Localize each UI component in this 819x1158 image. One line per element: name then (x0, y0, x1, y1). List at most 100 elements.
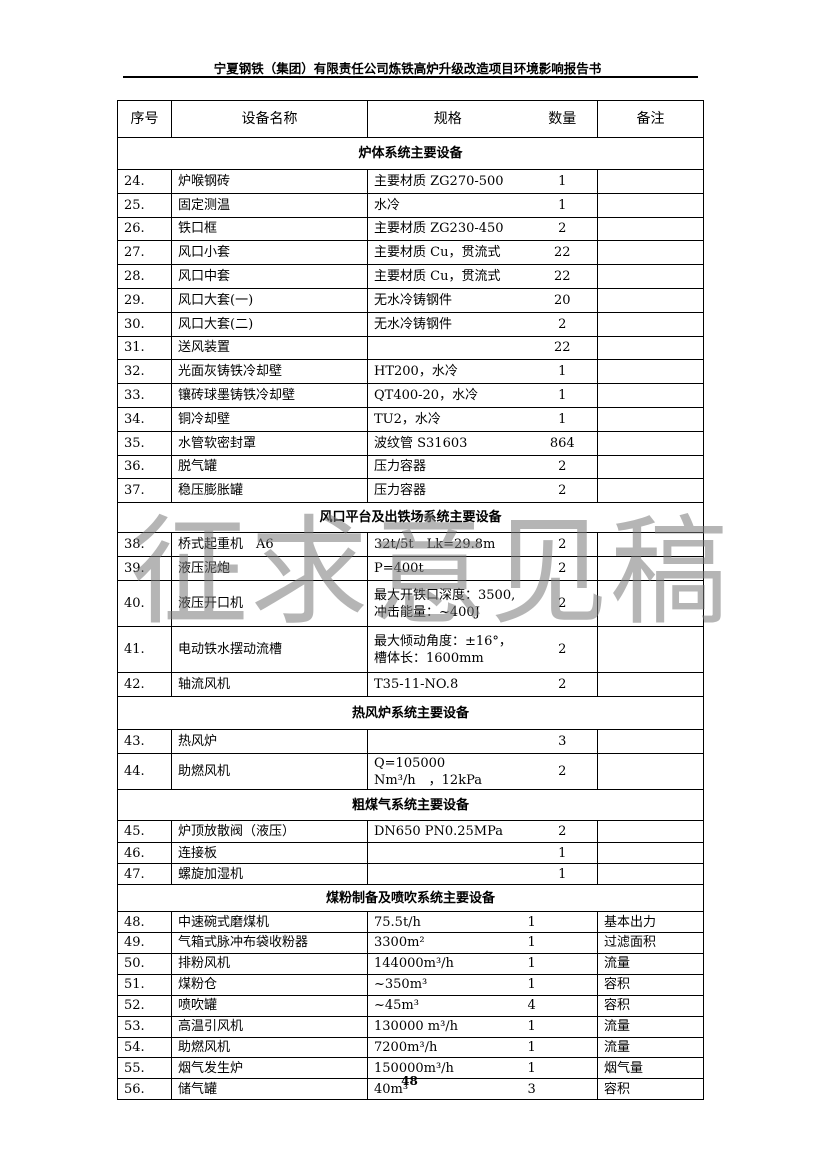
table-row: 26. 铁口框 主要材质 ZG230-450 2 (117, 216, 704, 242)
specification: Q=105000 Nm³/h ，12kPa (367, 753, 528, 791)
row-index: 24. (117, 169, 172, 194)
section-header-row: 粗煤气系统主要设备 (117, 789, 704, 822)
col-header-index: 序号 (117, 100, 172, 138)
row-index: 38. (117, 532, 172, 558)
table-row: 51. 煤粉仓 ~350m³ 1 容积 (117, 973, 704, 996)
table-row: 56. 储气罐 40m³ 3 容积 (117, 1078, 704, 1101)
page-number: 48 (401, 1074, 418, 1088)
equipment-name: 排粉风机 (171, 952, 368, 975)
specification: 主要材质 ZG270-500 (367, 169, 528, 194)
specification: HT200，水冷 (367, 359, 528, 385)
specification: 压力容器 (367, 478, 528, 504)
equipment-name: 水管软密封罩 (171, 430, 368, 456)
section-header-row: 热风炉系统主要设备 (117, 696, 704, 731)
row-index: 43. (117, 729, 172, 755)
equipment-name: 固定测温 (171, 192, 368, 218)
table-row: 30. 风口大套(二) 无水冷铸钢件 2 (117, 311, 704, 337)
section-title: 热风炉系统主要设备 (117, 696, 704, 731)
quantity: 2 (527, 454, 598, 480)
remark (597, 406, 704, 432)
specification: P=400t (367, 556, 528, 582)
row-index: 51. (117, 973, 172, 996)
remark (597, 478, 704, 504)
col-header-qty: 数量 (527, 100, 598, 138)
quantity: 2 (527, 532, 598, 558)
row-index: 45. (117, 820, 172, 844)
header-rule (123, 76, 698, 78)
specification: 波纹管 S31603 (367, 430, 528, 456)
remark (597, 672, 704, 698)
quantity: 22 (527, 264, 598, 289)
remark (597, 240, 704, 266)
remark (597, 753, 704, 791)
equipment-name: 桥式起重机 A6 (171, 532, 368, 558)
section-header-row: 风口平台及出铁场系统主要设备 (117, 502, 704, 534)
equipment-name: 中速碗式磨煤机 (171, 911, 368, 934)
specification (367, 729, 528, 755)
equipment-name: 风口大套(二) (171, 311, 368, 337)
specification: 40m³ (367, 1078, 528, 1101)
document-header-title: 宁夏钢铁（集团）有限责任公司炼铁高炉升级改造项目环境影响报告书 (213, 61, 602, 76)
row-index: 48. (117, 911, 172, 934)
quantity: 1 (527, 192, 598, 218)
remark (597, 383, 704, 408)
table-row: 46. 连接板 1 (117, 842, 704, 865)
remark (597, 335, 704, 361)
row-index: 47. (117, 863, 172, 886)
table-row: 39. 液压泥炮 P=400t 2 (117, 556, 704, 582)
quantity: 22 (527, 335, 598, 361)
remark (597, 430, 704, 456)
equipment-name: 煤粉仓 (171, 973, 368, 996)
equipment-name: 风口小套 (171, 240, 368, 266)
row-index: 42. (117, 672, 172, 698)
remark (597, 169, 704, 194)
table-row: 28. 风口中套 主要材质 Cu，贯流式 22 (117, 264, 704, 289)
equipment-name: 稳压膨胀罐 (171, 478, 368, 504)
remark (597, 820, 704, 844)
quantity: 2 (527, 580, 598, 628)
quantity: 1 (527, 973, 598, 996)
remark (597, 532, 704, 558)
remark (597, 454, 704, 480)
row-index: 53. (117, 1015, 172, 1038)
remark (597, 264, 704, 289)
remark (597, 580, 704, 628)
table-row: 40. 液压开口机 最大开铁口深度：3500,冲击能量：~400J 2 (117, 580, 704, 628)
specification: ~350m³ (367, 973, 528, 996)
equipment-name: 镶砖球墨铸铁冷却壁 (171, 383, 368, 408)
table-row: 35. 水管软密封罩 波纹管 S31603 864 (117, 430, 704, 456)
table-row: 47. 螺旋加湿机 1 (117, 863, 704, 886)
remark: 流量 (597, 952, 704, 975)
table-row: 25. 固定测温 水冷 1 (117, 192, 704, 218)
row-index: 46. (117, 842, 172, 865)
equipment-name: 助燃风机 (171, 753, 368, 791)
table-row: 31. 送风装置 22 (117, 335, 704, 361)
row-index: 55. (117, 1057, 172, 1080)
table-row: 42. 轴流风机 T35-11-NO.8 2 (117, 672, 704, 698)
table-row: 48. 中速碗式磨煤机 75.5t/h 1 基本出力 (117, 911, 704, 934)
row-index: 41. (117, 626, 172, 674)
specification (367, 863, 528, 886)
equipment-table: 序号 设备名称 规格 数量 备注 炉体系统主要设备 24. 炉喉钢砖 主要材质 ZG2… (117, 100, 704, 1101)
specification (367, 335, 528, 361)
remark (597, 842, 704, 865)
row-index: 32. (117, 359, 172, 385)
table-row: 44. 助燃风机 Q=105000 Nm³/h ，12kPa 2 (117, 753, 704, 791)
table-row: 43. 热风炉 3 (117, 729, 704, 755)
table-row: 52. 喷吹罐 ~45m³ 4 容积 (117, 994, 704, 1017)
remark: 容积 (597, 994, 704, 1017)
row-index: 49. (117, 932, 172, 954)
equipment-name: 送风装置 (171, 335, 368, 361)
quantity: 1 (527, 1015, 598, 1038)
equipment-name: 脱气罐 (171, 454, 368, 480)
table-header-row: 序号 设备名称 规格 数量 备注 (117, 100, 704, 138)
table-row: 41. 电动铁水摆动流槽 最大倾动角度：±16°，槽体长：1600mm 2 (117, 626, 704, 674)
remark (597, 311, 704, 337)
quantity: 2 (527, 820, 598, 844)
specification: 无水冷铸钢件 (367, 311, 528, 337)
equipment-name: 电动铁水摆动流槽 (171, 626, 368, 674)
row-index: 28. (117, 264, 172, 289)
row-index: 50. (117, 952, 172, 975)
equipment-name: 储气罐 (171, 1078, 368, 1101)
equipment-name: 光面灰铸铁冷却壁 (171, 359, 368, 385)
